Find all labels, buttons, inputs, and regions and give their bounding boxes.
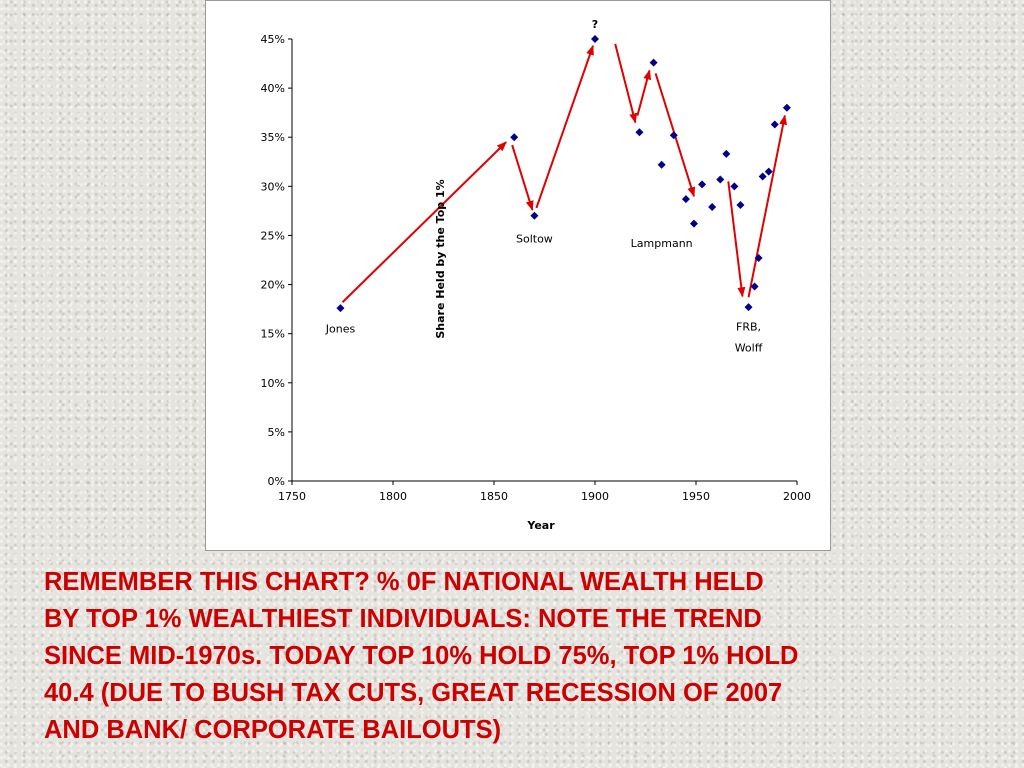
data-point <box>689 219 698 228</box>
annotation-label: Soltow <box>516 232 553 245</box>
x-tick-label: 1750 <box>278 490 306 503</box>
y-tick-label: 35% <box>261 131 285 144</box>
data-point <box>764 167 773 176</box>
x-tick-label: 1800 <box>379 490 407 503</box>
trend-arrow <box>727 181 746 298</box>
data-point <box>750 282 759 291</box>
y-tick-label: 5% <box>268 426 285 439</box>
y-tick-label: 0% <box>268 475 285 488</box>
data-point <box>591 35 599 43</box>
trend-arrow <box>636 69 652 116</box>
annotation-label: Wolff <box>735 341 763 354</box>
data-point <box>708 202 717 211</box>
caption: REMEMBER THIS CHART? % 0F NATIONAL WEALT… <box>44 564 1004 749</box>
trend-arrow <box>341 141 507 303</box>
data-point <box>744 303 753 312</box>
data-point <box>669 131 678 140</box>
trend-arrow <box>614 43 638 124</box>
x-tick-label: 1950 <box>682 490 710 503</box>
caption-line: SINCE MID-1970s. TODAY TOP 10% HOLD 75%,… <box>44 642 799 670</box>
y-tick-label: 15% <box>261 328 285 341</box>
data-point <box>730 182 739 191</box>
chart-panel: 0% 5% 10% 15% 20% 25% 30% 35% 40% 45% 1750 1800 1850… <box>205 0 831 551</box>
y-tick-label: 30% <box>261 180 285 193</box>
annotation-label: Jones <box>325 323 356 336</box>
annotations: Jones Soltow Lampmann? FRB, Wolff <box>325 18 763 354</box>
annotation-label: ? <box>592 18 598 31</box>
data-point <box>510 133 519 142</box>
data-point <box>754 254 763 263</box>
y-tick-label: 40% <box>261 82 285 95</box>
caption-line: REMEMBER THIS CHART? % 0F NATIONAL WEALT… <box>44 568 764 596</box>
y-axis-title: Share Held by the Top 1% <box>434 179 447 338</box>
x-tick-label: 1850 <box>480 490 508 503</box>
data-point <box>736 200 745 209</box>
data-point <box>649 58 658 67</box>
data-point <box>722 149 731 158</box>
wealth-share-chart: 0% 5% 10% 15% 20% 25% 30% 35% 40% 45% 1750 1800 1850… <box>261 18 811 532</box>
data-point <box>770 120 779 129</box>
data-point <box>716 175 725 184</box>
x-tick-label: 1900 <box>581 490 609 503</box>
x-axis-title: Year <box>526 519 555 532</box>
data-point <box>530 211 539 220</box>
x-tick-label: 2000 <box>783 490 811 503</box>
data-point <box>758 172 767 181</box>
y-tick-label: 20% <box>261 279 285 292</box>
data-point <box>657 160 666 169</box>
annotation-label: FRB, <box>736 321 761 334</box>
axes: 0% 5% 10% 15% 20% 25% 30% 35% 40% 45% 1750 1800 1850… <box>261 33 811 503</box>
annotation-label: Lampmann <box>631 237 693 250</box>
y-tick-label: 10% <box>261 377 285 390</box>
trend-arrow <box>511 144 534 211</box>
y-tick-label: 45% <box>261 33 285 46</box>
caption-line: 40.4 (DUE TO BUSH TAX CUTS, GREAT RECESS… <box>44 679 783 707</box>
trend-arrows <box>341 43 788 303</box>
trend-arrow <box>747 114 788 298</box>
data-point <box>681 195 690 204</box>
data-points <box>336 35 791 313</box>
caption-line: BY TOP 1% WEALTHIEST INDIVIDUALS: NOTE T… <box>44 605 762 633</box>
data-point <box>635 128 644 137</box>
caption-line: AND BANK/ CORPORATE BAILOUTS) <box>44 716 502 744</box>
data-point <box>782 103 791 112</box>
data-point <box>336 304 345 313</box>
y-tick-label: 25% <box>261 229 285 242</box>
trend-arrow <box>535 44 594 209</box>
data-point <box>698 180 707 189</box>
